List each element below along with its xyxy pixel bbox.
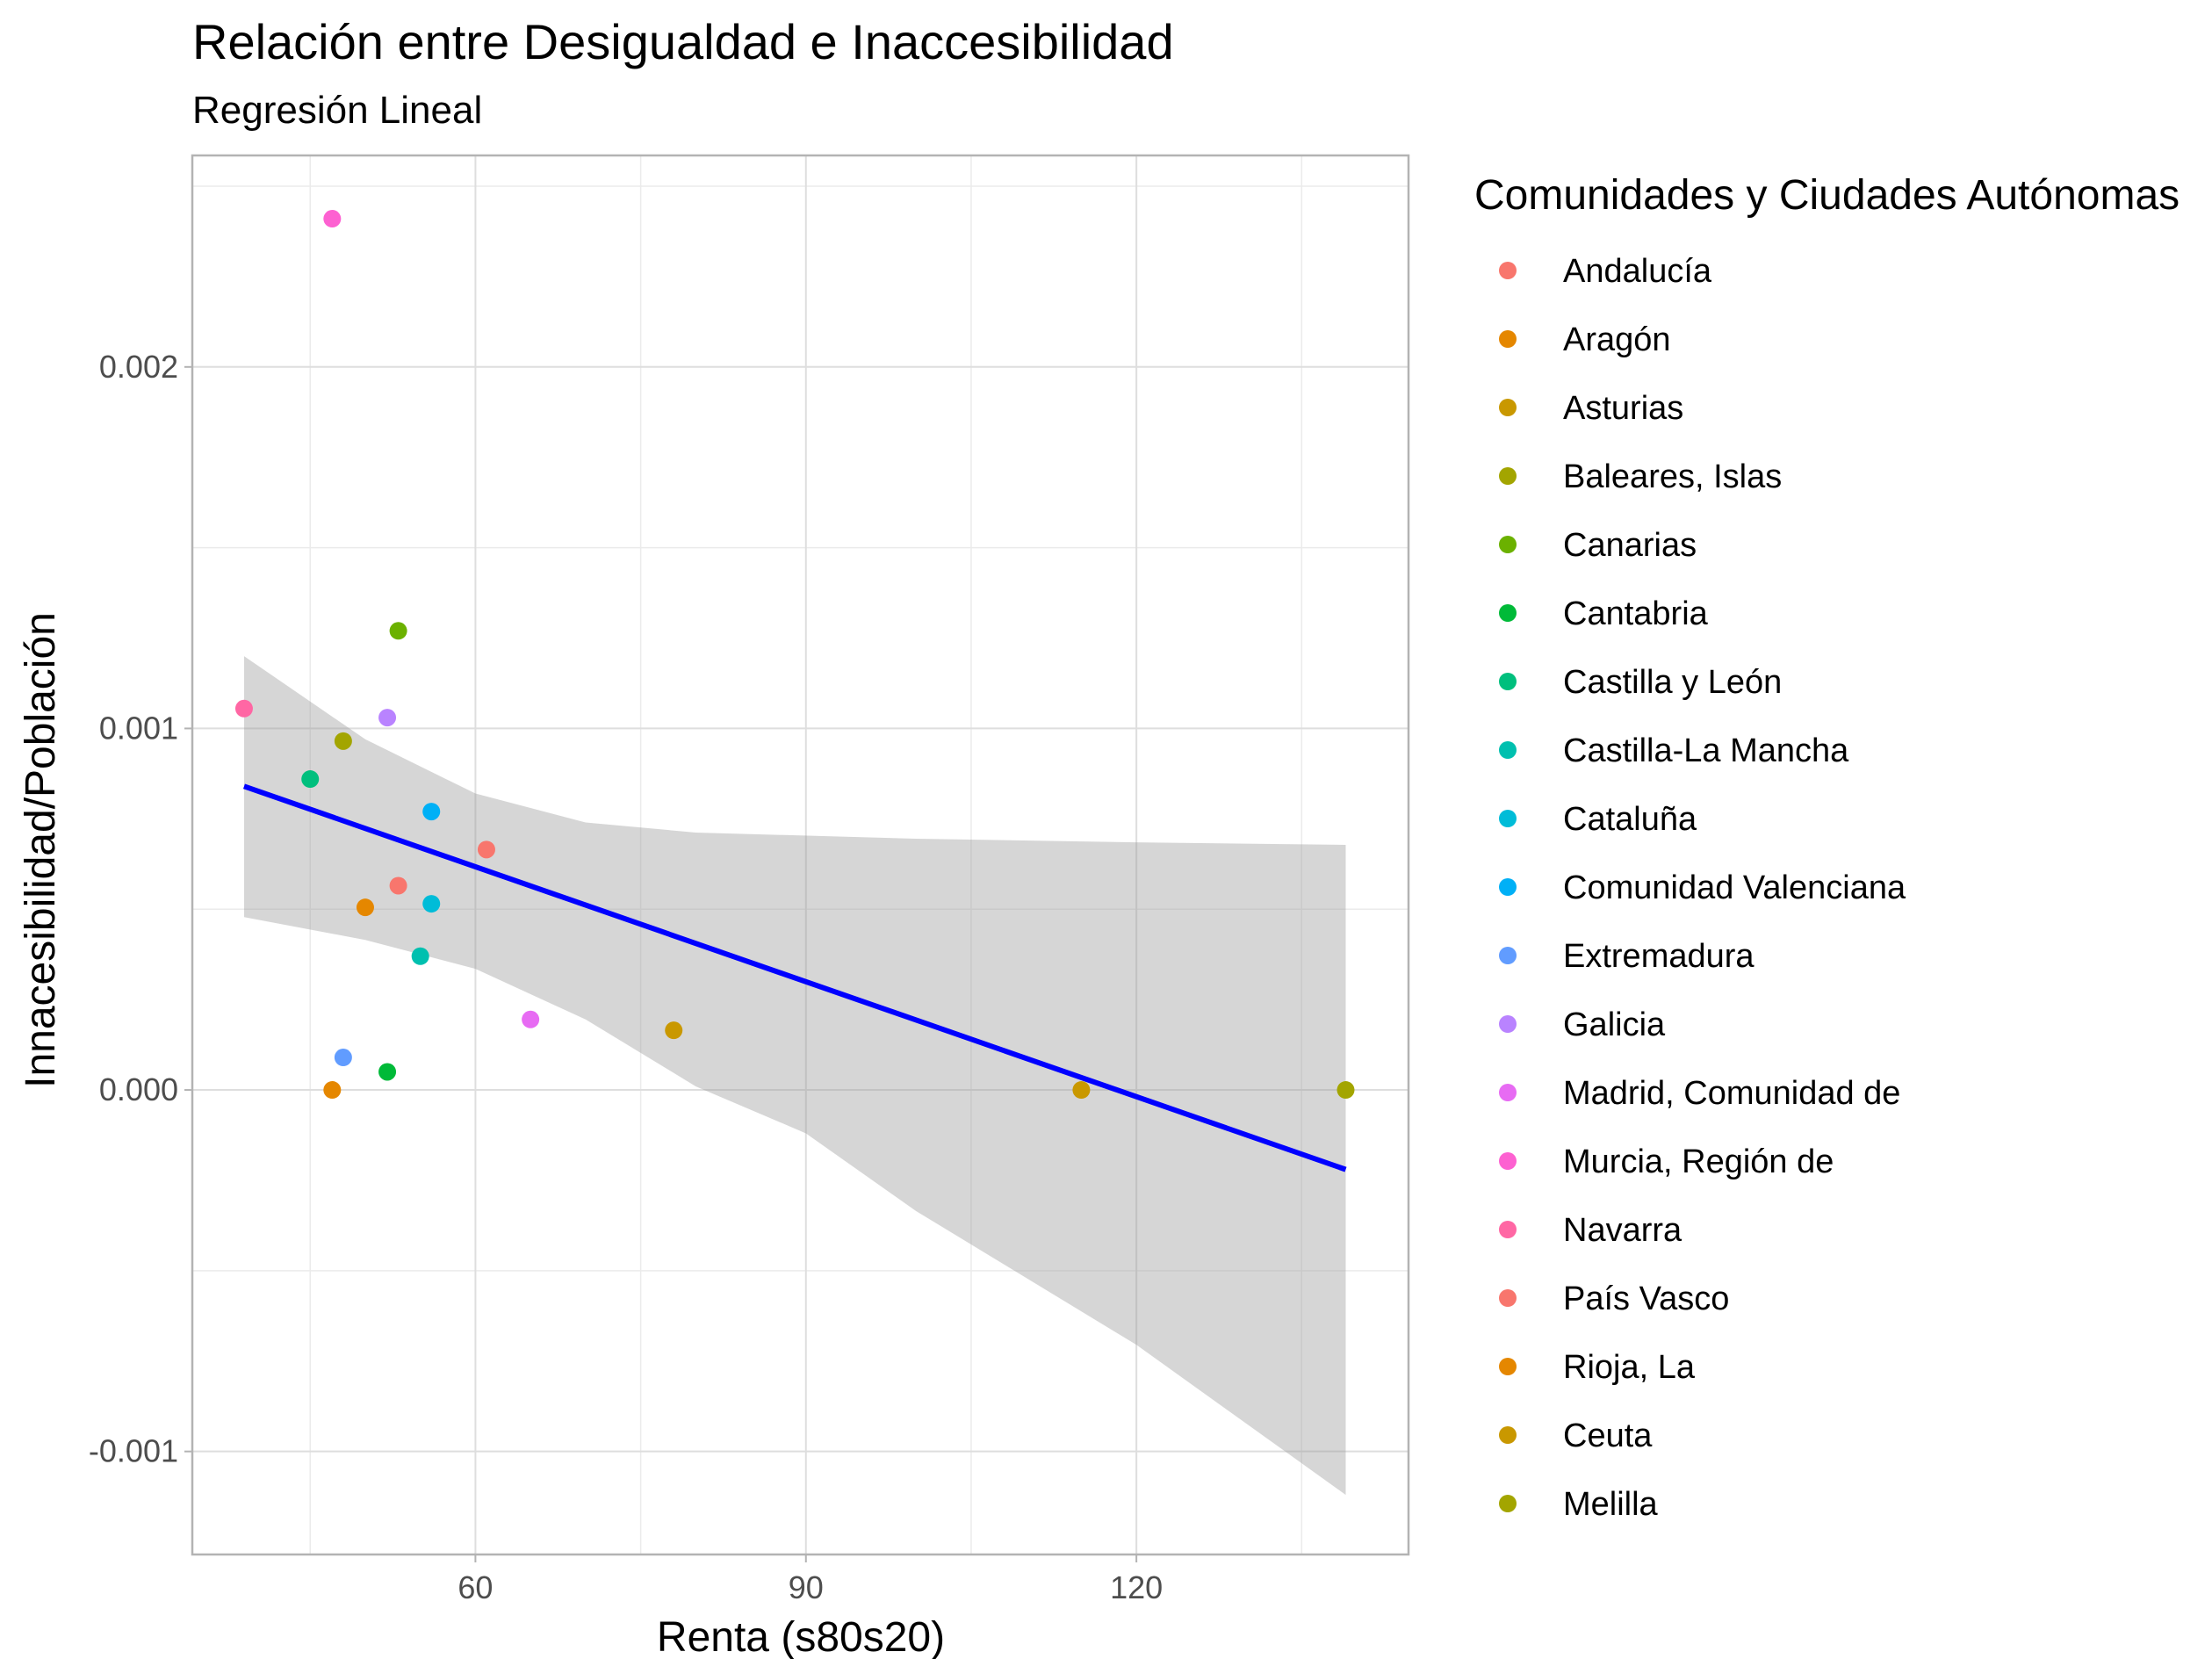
x-axis-ticks: 60 90 120 [458, 1554, 1163, 1605]
data-point [522, 1010, 540, 1028]
data-point [234, 699, 253, 718]
x-tick-label: 90 [789, 1569, 824, 1605]
legend-label: Rioja, La [1563, 1349, 1696, 1386]
legend-key [1499, 1358, 1517, 1375]
legend-label: Comunidad Valenciana [1563, 869, 1906, 906]
legend-label: Ceuta [1563, 1417, 1653, 1454]
y-tick-label: -0.001 [89, 1433, 178, 1469]
x-tick-label: 120 [1110, 1569, 1163, 1605]
legend-key [1499, 604, 1517, 622]
data-point [301, 770, 320, 789]
legend-label: Melilla [1563, 1486, 1659, 1523]
data-point [422, 803, 441, 821]
legend-key [1499, 262, 1517, 279]
regression-line-group [242, 783, 1347, 1172]
data-point [334, 1049, 352, 1067]
data-point [411, 947, 429, 965]
data-point [378, 1063, 397, 1081]
data-point [1337, 1081, 1355, 1100]
legend-key [1499, 741, 1517, 759]
legend-label: Baleares, Islas [1563, 458, 1782, 495]
legend-label: Asturias [1563, 390, 1683, 427]
minor-grid [192, 155, 1409, 1554]
major-grid [192, 155, 1409, 1554]
legend-key [1499, 878, 1517, 896]
legend-key [1499, 810, 1517, 827]
legend-label: Canarias [1563, 527, 1697, 564]
data-point [477, 840, 495, 859]
panel-border [191, 154, 1410, 1556]
data-point [1072, 1081, 1091, 1100]
legend-label: Madrid, Comunidad de [1563, 1075, 1900, 1112]
data-point [389, 622, 407, 640]
x-axis-title: Renta (s80s20) [657, 1614, 945, 1659]
legend-label: Castilla-La Mancha [1563, 732, 1849, 769]
legend-label: Navarra [1563, 1212, 1682, 1249]
legend-label: Galicia [1563, 1006, 1666, 1043]
legend-key [1499, 1426, 1517, 1444]
legend-label: Aragón [1563, 321, 1671, 358]
legend-key [1499, 1015, 1517, 1033]
x-tick-label: 60 [458, 1569, 493, 1605]
chart-subtitle: Regresión Lineal [192, 89, 482, 132]
legend-title: Comunidades y Ciudades Autónomas [1474, 172, 2180, 219]
confidence-band-area [243, 656, 1346, 1496]
regression-line [242, 783, 1347, 1172]
legend: Andalucía Aragón Asturias Baleares, Islas Ca… [1499, 253, 1906, 1523]
legend-key [1499, 1152, 1517, 1170]
legend-key [1499, 947, 1517, 964]
legend-key [1499, 467, 1517, 485]
data-point [334, 732, 352, 750]
y-tick-label: 0.001 [99, 710, 178, 746]
confidence-band [243, 656, 1346, 1496]
data-point [422, 895, 441, 913]
data-point [323, 1081, 342, 1100]
legend-key [1499, 330, 1517, 348]
scatter-points [234, 210, 1355, 1100]
legend-label: Andalucía [1563, 253, 1712, 290]
legend-key [1499, 536, 1517, 553]
data-point [389, 876, 407, 895]
legend-label: Cataluña [1563, 801, 1697, 838]
data-point [323, 210, 342, 228]
legend-label: Murcia, Región de [1563, 1143, 1834, 1180]
legend-key [1499, 399, 1517, 416]
data-point [378, 709, 397, 727]
data-point [356, 898, 374, 917]
legend-key [1499, 1495, 1517, 1512]
y-axis-ticks: -0.001 0.000 0.001 0.002 [89, 349, 192, 1469]
legend-label: Extremadura [1563, 938, 1754, 975]
y-tick-label: 0.002 [99, 349, 178, 385]
legend-label: Cantabria [1563, 595, 1709, 632]
legend-key [1499, 1289, 1517, 1307]
y-axis-title: Innacesibilidad/Población [18, 612, 64, 1088]
chart-title: Relación entre Desigualdad e Inaccesibil… [192, 14, 1174, 69]
data-point [665, 1021, 683, 1040]
legend-key [1499, 1221, 1517, 1238]
legend-label: Castilla y León [1563, 664, 1782, 701]
legend-key [1499, 1084, 1517, 1101]
legend-label: País Vasco [1563, 1280, 1729, 1317]
y-tick-label: 0.000 [99, 1071, 178, 1107]
legend-key [1499, 673, 1517, 690]
